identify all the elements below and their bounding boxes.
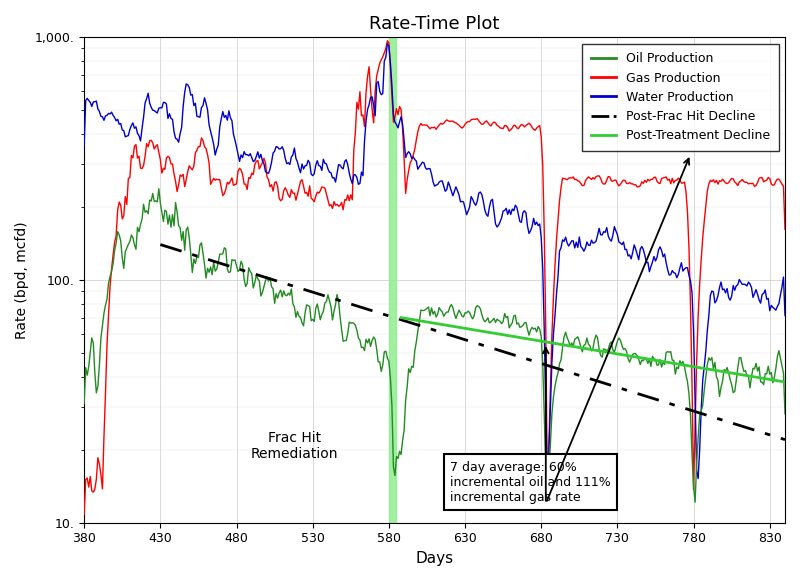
Legend: Oil Production, Gas Production, Water Production, Post-Frac Hit Decline, Post-Tr: Oil Production, Gas Production, Water Pr… <box>582 44 778 151</box>
Text: 7 day average: 60%
incremental oil and 111%
incremental gas rate: 7 day average: 60% incremental oil and 1… <box>450 461 610 504</box>
Y-axis label: Rate (bpd, mcfd): Rate (bpd, mcfd) <box>15 221 29 339</box>
Bar <box>389 37 397 523</box>
Text: Frac Hit
Remediation: Frac Hit Remediation <box>250 431 338 461</box>
Title: Rate-Time Plot: Rate-Time Plot <box>370 15 500 33</box>
X-axis label: Days: Days <box>415 551 454 566</box>
